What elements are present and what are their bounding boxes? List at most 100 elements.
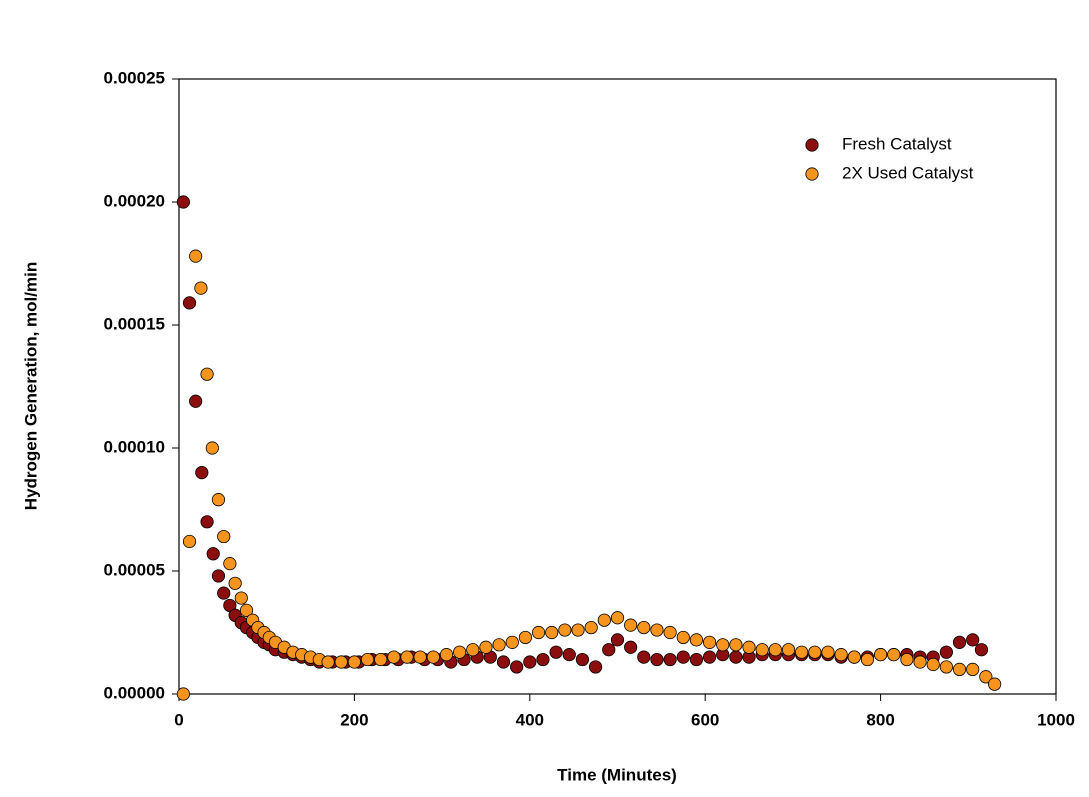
data-point	[808, 645, 822, 659]
data-point	[479, 640, 493, 654]
data-point	[900, 652, 914, 667]
data-point	[755, 643, 769, 657]
data-point	[689, 652, 704, 667]
data-point	[347, 655, 361, 669]
y-tick-label: 0.00000	[104, 683, 165, 702]
data-point	[781, 643, 796, 657]
data-point	[531, 625, 546, 640]
data-point	[966, 633, 980, 647]
data-point	[624, 618, 638, 632]
data-point	[571, 623, 585, 637]
data-point	[321, 655, 335, 669]
data-point	[650, 652, 664, 667]
data-point	[387, 650, 401, 664]
data-point	[195, 465, 209, 480]
data-point	[466, 643, 480, 657]
y-tick-label: 0.00015	[104, 314, 165, 333]
x-axis-label: Time (Minutes)	[557, 765, 677, 784]
data-point	[453, 645, 467, 659]
data-point	[200, 515, 214, 529]
data-point	[360, 652, 375, 667]
data-point	[952, 662, 967, 677]
data-point	[702, 635, 717, 649]
data-point	[795, 645, 809, 659]
data-point	[742, 640, 756, 654]
data-point	[663, 625, 677, 640]
data-point	[505, 635, 519, 649]
data-point	[239, 603, 254, 617]
data-point	[716, 638, 730, 652]
data-point	[545, 625, 559, 640]
data-point	[400, 650, 414, 664]
data-point	[979, 670, 993, 684]
data-point	[952, 635, 967, 649]
data-point	[217, 586, 231, 600]
y-tick-label: 0.00010	[104, 437, 165, 456]
data-point	[492, 638, 506, 652]
x-tick-label: 0	[174, 710, 183, 729]
data-point	[334, 655, 348, 669]
data-point	[234, 591, 248, 605]
data-point	[702, 650, 717, 664]
data-point	[637, 650, 651, 664]
data-point	[228, 576, 242, 590]
data-point	[939, 645, 953, 659]
data-point	[206, 547, 220, 561]
data-point	[663, 652, 677, 667]
data-point	[496, 655, 511, 669]
legend-label: Fresh Catalyst	[842, 134, 952, 153]
data-point	[939, 660, 953, 674]
legend-marker	[805, 138, 819, 152]
data-point	[211, 569, 226, 583]
data-point	[610, 611, 625, 625]
data-point	[205, 441, 219, 455]
legend-marker	[805, 167, 819, 181]
data-point	[510, 660, 524, 674]
data-point	[200, 367, 214, 381]
y-tick-label: 0.00020	[104, 191, 165, 210]
plot-frame	[178, 78, 1057, 695]
data-point	[562, 648, 576, 662]
data-point	[926, 657, 940, 672]
data-point	[610, 633, 625, 647]
data-point	[676, 630, 690, 645]
data-point	[847, 650, 861, 664]
data-point	[966, 662, 980, 677]
data-point	[584, 620, 598, 635]
data-point	[873, 648, 888, 662]
y-tick-label: 0.00025	[104, 68, 165, 87]
data-point	[523, 655, 537, 669]
data-point	[211, 493, 226, 507]
data-point	[650, 623, 664, 637]
data-point	[518, 630, 533, 645]
data-point	[602, 643, 616, 657]
data-point	[194, 281, 208, 295]
data-point	[176, 195, 190, 209]
x-tick-label: 600	[691, 710, 719, 729]
data-point	[189, 249, 203, 263]
y-axis-label: Hydrogen Generation, mol/min	[21, 262, 40, 510]
data-point	[549, 645, 563, 659]
data-point	[676, 650, 690, 664]
data-point	[624, 640, 638, 654]
x-tick-label: 400	[516, 710, 544, 729]
data-point	[689, 633, 704, 647]
data-point	[729, 650, 743, 664]
data-point	[974, 643, 989, 657]
data-point	[217, 529, 231, 544]
data-point	[588, 660, 603, 674]
legend-label: 2X Used Catalyst	[842, 163, 974, 182]
data-point	[887, 648, 901, 662]
data-point	[413, 650, 427, 664]
data-point	[768, 643, 782, 657]
data-point	[439, 648, 454, 662]
data-point	[597, 613, 611, 627]
data-point	[913, 655, 927, 669]
data-point	[374, 652, 388, 667]
data-point	[575, 652, 590, 667]
data-point	[182, 534, 197, 549]
data-point	[729, 638, 743, 652]
data-point	[860, 652, 875, 667]
